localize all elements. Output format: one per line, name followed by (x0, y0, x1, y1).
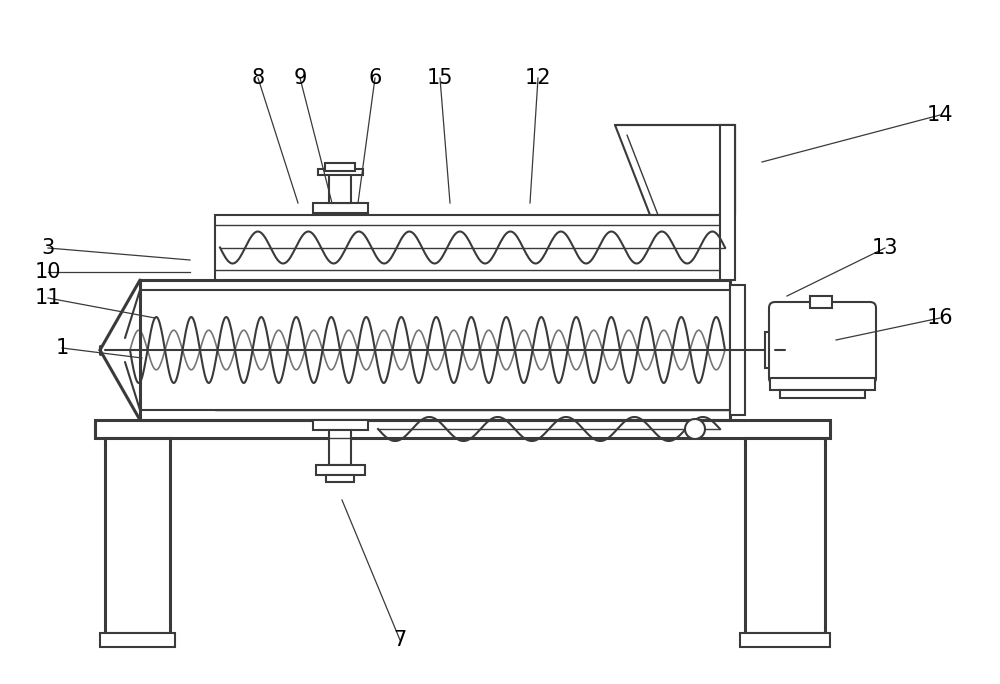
Bar (215, 215, 730, 280)
Bar (313, 203, 368, 213)
Text: 10: 10 (35, 262, 61, 282)
Text: 1: 1 (55, 338, 69, 358)
Bar (740, 633, 830, 647)
Bar (720, 125, 735, 280)
Bar (770, 378, 875, 390)
Bar (329, 173, 351, 203)
Bar (730, 285, 745, 415)
Bar (810, 296, 832, 308)
Bar (325, 163, 355, 171)
Text: 6: 6 (368, 68, 382, 88)
Bar (313, 420, 368, 430)
Text: 13: 13 (872, 238, 898, 258)
Bar (100, 633, 175, 647)
Bar (780, 390, 865, 398)
Text: 9: 9 (293, 68, 307, 88)
Text: 11: 11 (35, 288, 61, 308)
FancyBboxPatch shape (769, 302, 876, 384)
Bar (765, 332, 785, 368)
Text: 14: 14 (927, 105, 953, 125)
Text: 16: 16 (927, 308, 953, 328)
Text: 7: 7 (393, 630, 407, 650)
Bar (329, 430, 351, 465)
Text: 8: 8 (251, 68, 265, 88)
Bar (95, 420, 830, 438)
Bar (326, 475, 354, 482)
Bar (745, 438, 825, 633)
Text: 12: 12 (525, 68, 551, 88)
Bar (318, 169, 363, 175)
Text: 15: 15 (427, 68, 453, 88)
Circle shape (685, 419, 705, 439)
Bar (105, 438, 170, 633)
Text: 3: 3 (41, 238, 55, 258)
Bar (316, 465, 365, 475)
